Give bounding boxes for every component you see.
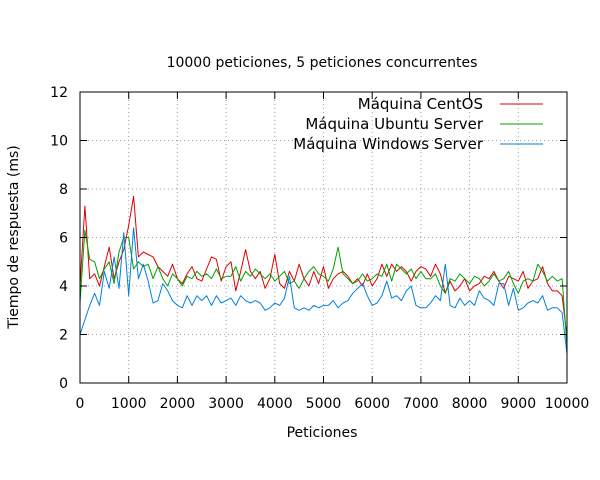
y-tick-label: 4 bbox=[59, 279, 68, 295]
grid-layer bbox=[80, 92, 567, 383]
legend-label-1: Máquina CentOS bbox=[358, 95, 483, 113]
x-tick-label: 4000 bbox=[257, 396, 293, 412]
y-tick-label: 6 bbox=[59, 231, 68, 247]
y-tick-label: 0 bbox=[59, 376, 68, 392]
legend-label-3: Máquina Windows Server bbox=[293, 135, 484, 153]
x-tick-label: 3000 bbox=[208, 396, 244, 412]
series-line-3 bbox=[79, 227, 568, 354]
y-tick-label: 2 bbox=[59, 328, 68, 344]
series-line-2 bbox=[79, 229, 568, 347]
chart-title: 10000 peticiones, 5 peticiones concurren… bbox=[167, 55, 478, 71]
y-tick-label: 10 bbox=[50, 134, 68, 150]
series-layer bbox=[79, 195, 568, 354]
x-tick-label: 10000 bbox=[545, 396, 590, 412]
x-tick-label: 1000 bbox=[111, 396, 147, 412]
x-tick-label: 6000 bbox=[354, 396, 390, 412]
tick-layer: 0 2 4 6 8 10 12 0 1000 2000 3000 4000 5000 6000 7000 80… bbox=[50, 85, 589, 412]
x-tick-label: 7000 bbox=[403, 396, 439, 412]
x-tick-label: 8000 bbox=[452, 396, 488, 412]
x-tick-label: 9000 bbox=[500, 396, 536, 412]
y-tick-label: 12 bbox=[50, 85, 68, 101]
x-tick-label: 5000 bbox=[306, 396, 342, 412]
x-axis-title: Peticiones bbox=[287, 425, 358, 441]
x-tick-label: 0 bbox=[76, 396, 85, 412]
x-tick-label: 2000 bbox=[160, 396, 196, 412]
series-line-1 bbox=[79, 195, 568, 337]
legend: Máquina CentOS Máquina Ubuntu Server Máqui… bbox=[293, 95, 543, 153]
y-tick-label: 8 bbox=[59, 182, 68, 198]
legend-label-2: Máquina Ubuntu Server bbox=[305, 115, 483, 133]
y-axis-title: Tiempo de respuesta (ms) bbox=[6, 145, 22, 330]
